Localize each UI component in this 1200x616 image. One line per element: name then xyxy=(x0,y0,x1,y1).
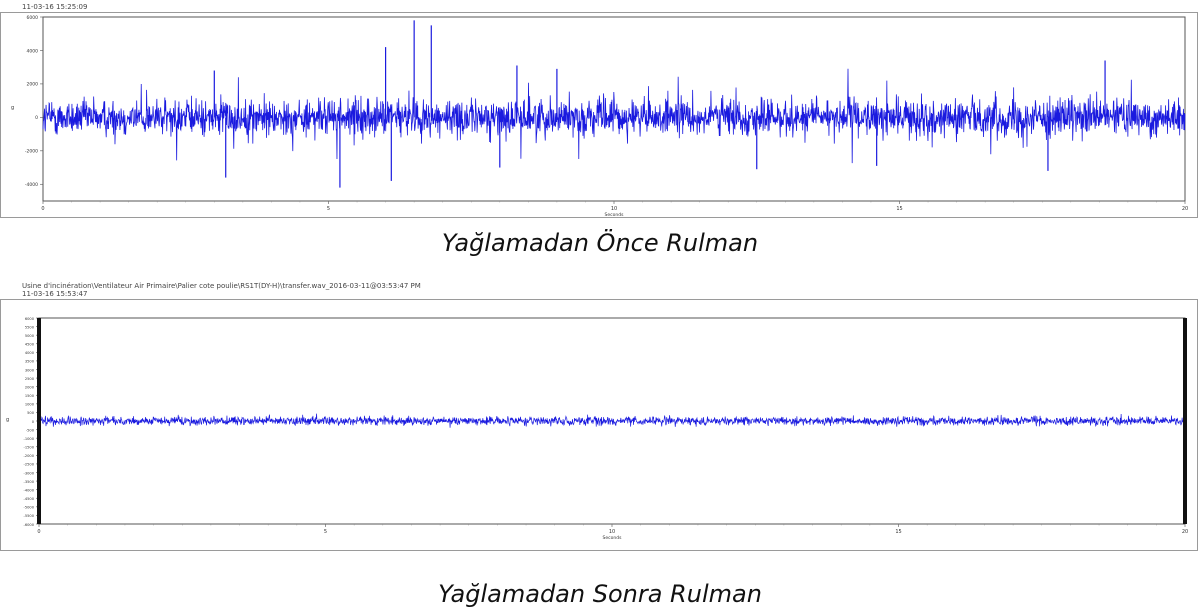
chart-caption-before: Yağlamadan Önce Rulman xyxy=(441,229,759,257)
chart-caption-after: Yağlamadan Sonra Rulman xyxy=(438,580,762,608)
y-tick-label: -5000 xyxy=(24,506,35,510)
y-tick-label: -2500 xyxy=(24,463,35,467)
x-tick-label: 15 xyxy=(896,206,902,212)
y-tick-label: -4500 xyxy=(24,497,35,501)
y-tick-label: -1000 xyxy=(24,437,35,441)
y-tick-label: -1500 xyxy=(24,446,35,450)
x-tick-label: 0 xyxy=(41,206,44,212)
y-tick-label: 4000 xyxy=(25,351,35,355)
y-axis-label: g xyxy=(11,105,14,111)
y-tick-label: 2000 xyxy=(25,385,35,389)
y-tick-label: 3500 xyxy=(25,360,35,364)
chart-header-line-2: 11-03-16 15:25:09 xyxy=(22,3,88,11)
x-tick-label: 10 xyxy=(609,529,615,535)
x-tick-label: 5 xyxy=(324,529,327,535)
waveform-chart-after: 6000550050004500400035003000250020001500… xyxy=(6,317,1188,541)
chart-panel-before: 11-03-16 15:25:09 6000 4000 2000 0 -2000 -400… xyxy=(0,0,1200,230)
x-tick-label: 15 xyxy=(895,529,901,535)
y-tick-label: -500 xyxy=(26,428,35,432)
right-edge-trace xyxy=(1183,318,1187,524)
y-tick-label: 2500 xyxy=(25,377,35,381)
y-axis-label: g xyxy=(6,417,9,423)
y-tick-label: 1000 xyxy=(25,403,35,407)
y-tick-label: 500 xyxy=(27,411,35,415)
y-tick-label: -4000 xyxy=(25,182,38,188)
x-axis-label: Seconds xyxy=(603,535,623,541)
y-tick-label: -2000 xyxy=(24,454,35,458)
y-tick-label: 3000 xyxy=(25,368,35,372)
waveform-chart-before: 6000 4000 2000 0 -2000 -4000 g 0 5 10 15 20 Seconds xyxy=(11,15,1188,217)
x-tick-label: 5 xyxy=(327,206,330,212)
y-tick-label: 6000 xyxy=(25,317,35,321)
waveform-series xyxy=(38,413,1186,428)
y-tick-label: -3500 xyxy=(24,480,35,484)
y-tick-label: 6000 xyxy=(27,15,39,21)
x-tick-label: 20 xyxy=(1182,206,1188,212)
x-axis-label: Seconds xyxy=(605,212,625,217)
y-tick-label: -4000 xyxy=(24,488,35,492)
y-tick-label: 5500 xyxy=(25,325,35,329)
y-tick-label: 2000 xyxy=(27,82,39,88)
chart-frame: 6000 5500 5000 4500 4000 3500 3000 2500 2000 1500… xyxy=(0,299,1198,551)
y-tick-label: 5000 xyxy=(25,334,35,338)
x-tick-label: 20 xyxy=(1182,529,1188,535)
chart-header-line-1: Usine d'incinération\Ventilateur Air Pri… xyxy=(22,282,421,290)
x-tick-label: 0 xyxy=(37,529,40,535)
y-tick-label: -2000 xyxy=(25,149,38,155)
y-tick-label: 1500 xyxy=(25,394,35,398)
y-tick-label: 0 xyxy=(35,115,38,121)
y-tick-label: -5500 xyxy=(24,514,35,518)
y-tick-label: 4500 xyxy=(25,343,35,347)
waveform-series xyxy=(42,68,1186,164)
y-tick-label: -3000 xyxy=(24,471,35,475)
y-tick-label: -6000 xyxy=(24,523,35,527)
chart-panel-after: Usine d'incinération\Ventilateur Air Pri… xyxy=(0,278,1200,558)
chart-header-line-2: 11-03-16 15:53:47 xyxy=(22,290,88,298)
left-edge-trace xyxy=(37,318,41,524)
x-tick-label: 10 xyxy=(611,206,617,212)
y-tick-label: 4000 xyxy=(27,48,39,54)
chart-frame: 6000 4000 2000 0 -2000 -4000 g 0 5 10 15 20 Seconds xyxy=(0,12,1198,218)
y-tick-label: 0 xyxy=(32,420,35,424)
